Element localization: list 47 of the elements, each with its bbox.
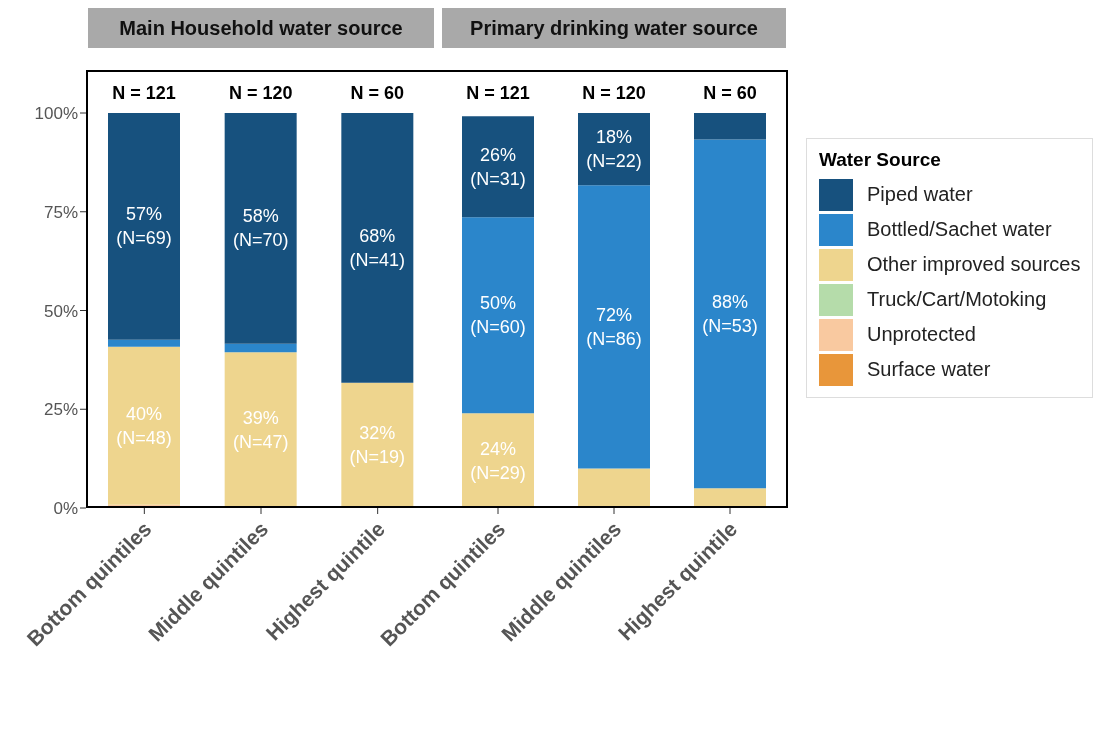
bar [694, 113, 766, 140]
data-label: 32% (N=19) [349, 423, 406, 468]
chart-title: Main Household water source [88, 8, 434, 48]
legend-label: Other improved sources [867, 253, 1081, 276]
y-tick-label: 50% [43, 301, 78, 321]
bar [224, 343, 297, 353]
annotation: N = 120 [228, 83, 293, 103]
data-label: 50% (N=60) [470, 292, 526, 337]
data-label: 26% (N=31) [470, 144, 526, 189]
bar [224, 113, 297, 344]
data-label: 24% (N=29) [470, 438, 526, 483]
legend-label: Piped water [867, 183, 973, 206]
annotation: N = 120 [582, 83, 646, 103]
bar [462, 217, 534, 414]
data-label: 40% (N=48) [116, 403, 172, 448]
annotation: N = 121 [466, 83, 530, 103]
bar [341, 113, 414, 383]
bar [108, 346, 180, 505]
annotation: N = 60 [703, 83, 757, 103]
bar [341, 382, 414, 508]
legend-title: Water Source [819, 149, 942, 171]
legend-label: Bottled/Sachet water [867, 218, 1052, 241]
y-tick-label: 100% [34, 104, 78, 124]
bar [462, 116, 534, 218]
data-label: 88% (N=53) [702, 291, 758, 336]
legend-label: Surface water [867, 358, 991, 381]
data-label: 39% (N=47) [232, 407, 289, 452]
bar [578, 185, 650, 469]
annotation: N = 60 [350, 83, 405, 103]
y-tick-label: 75% [43, 202, 78, 222]
bar [694, 139, 766, 489]
bar [224, 352, 297, 508]
bar [578, 468, 650, 508]
data-label: 58% (N=70) [232, 206, 289, 251]
legend-label: Truck/Cart/Motoking [867, 288, 1047, 311]
bar [694, 488, 766, 508]
data-label: 72% (N=86) [586, 304, 642, 349]
data-label: 18% (N=22) [586, 126, 642, 171]
bar [108, 113, 180, 340]
chart-title: Primary drinking water source [442, 8, 786, 48]
annotation: N = 121 [112, 83, 176, 103]
y-tick-label: 25% [43, 400, 78, 420]
data-label: 57% (N=69) [116, 204, 172, 249]
y-tick-label: 0% [53, 499, 78, 519]
bar [108, 339, 180, 347]
legend-label: Unprotected [867, 323, 976, 346]
data-label: 68% (N=41) [349, 225, 406, 270]
